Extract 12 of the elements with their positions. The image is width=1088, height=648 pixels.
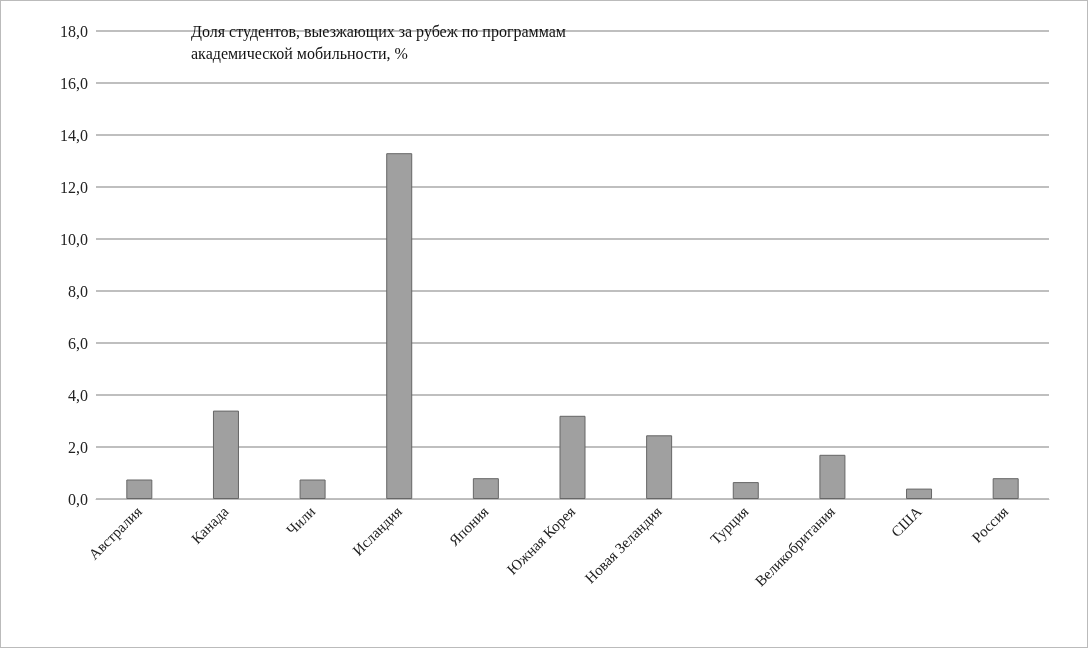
x-tick-label: Чили — [283, 503, 319, 539]
y-tick-label: 10,0 — [60, 230, 88, 248]
y-tick-label: 12,0 — [60, 178, 88, 196]
chart-title: Доля студентов, выезжающих за рубеж по программам академической мобильности, % — [191, 22, 570, 63]
y-tick-label: 18,0 — [60, 22, 88, 40]
y-tick-label: 16,0 — [60, 74, 88, 92]
y-tick-label: 6,0 — [68, 334, 88, 352]
y-tick-label: 8,0 — [68, 282, 88, 300]
y-tick-label: 14,0 — [60, 126, 88, 144]
y-tick-label: 2,0 — [68, 438, 88, 456]
y-tick-label: 0,0 — [68, 490, 88, 508]
y-tick-label: 4,0 — [68, 386, 88, 404]
